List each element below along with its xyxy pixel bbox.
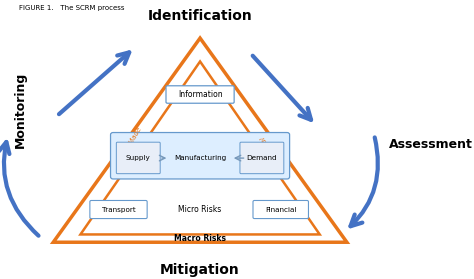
Text: FIGURE 1.   The SCRM process: FIGURE 1. The SCRM process — [19, 5, 124, 11]
Text: Information: Information — [178, 90, 222, 99]
Text: Monitoring: Monitoring — [14, 72, 27, 148]
FancyBboxPatch shape — [253, 201, 309, 218]
Text: Demand: Demand — [246, 155, 277, 161]
FancyBboxPatch shape — [116, 142, 160, 174]
Text: Supply: Supply — [126, 155, 150, 161]
FancyBboxPatch shape — [166, 86, 234, 103]
Text: Identification: Identification — [148, 9, 253, 23]
Text: Manufacturing: Manufacturing — [174, 155, 226, 161]
FancyBboxPatch shape — [90, 201, 147, 218]
Text: Mitigation: Mitigation — [160, 263, 240, 277]
Text: Man-Made: Man-Made — [119, 126, 143, 160]
Text: Micro Risks: Micro Risks — [178, 205, 222, 214]
Text: Transport: Transport — [101, 206, 136, 213]
Text: Financial: Financial — [265, 206, 296, 213]
Text: Natural: Natural — [260, 134, 278, 160]
FancyBboxPatch shape — [110, 133, 290, 179]
Text: Macro Risks: Macro Risks — [174, 234, 226, 243]
FancyBboxPatch shape — [240, 142, 284, 174]
Text: Assessment: Assessment — [389, 138, 473, 151]
